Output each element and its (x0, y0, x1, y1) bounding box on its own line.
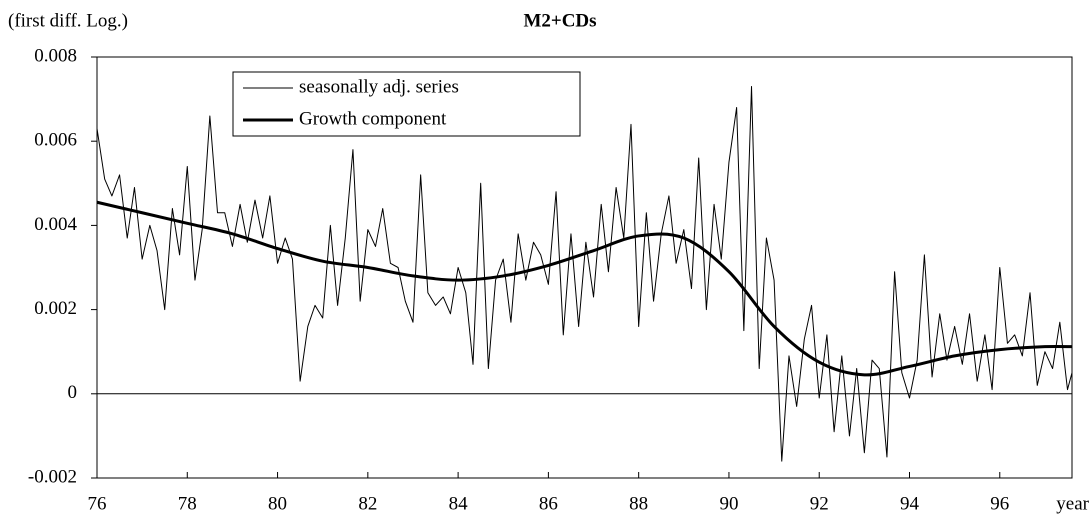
chart-title: M2+CDs (523, 10, 596, 31)
y-tick-label: -0.002 (28, 466, 77, 487)
x-tick-label: 86 (539, 493, 558, 514)
y-tick-label: 0.006 (34, 130, 77, 151)
x-tick-label: 84 (449, 493, 469, 514)
x-tick-label: 82 (358, 493, 377, 514)
y-axis-label: (first diff. Log.) (8, 10, 128, 31)
series-line (96, 85, 1073, 462)
x-tick-label: 76 (88, 493, 107, 514)
series-line (96, 200, 1073, 377)
legend-label: seasonally adj. series (299, 76, 459, 97)
legend-box (232, 71, 581, 137)
legend-label: Growth component (299, 108, 447, 129)
x-tick-label: 96 (990, 493, 1009, 514)
y-tick-label: 0 (68, 382, 78, 403)
x-tick-label: 92 (810, 493, 829, 514)
x-tick-label: 88 (629, 493, 648, 514)
x-tick-label: 90 (719, 493, 738, 514)
y-tick-label: 0.004 (34, 214, 77, 235)
y-tick-label: 0.008 (34, 45, 77, 66)
plot-frame (96, 56, 1073, 479)
y-tick-label: 0.002 (34, 298, 77, 319)
x-axis-label: year (1056, 493, 1089, 514)
x-tick-label: 78 (178, 493, 197, 514)
x-tick-label: 80 (268, 493, 287, 514)
x-tick-label: 94 (900, 493, 920, 514)
